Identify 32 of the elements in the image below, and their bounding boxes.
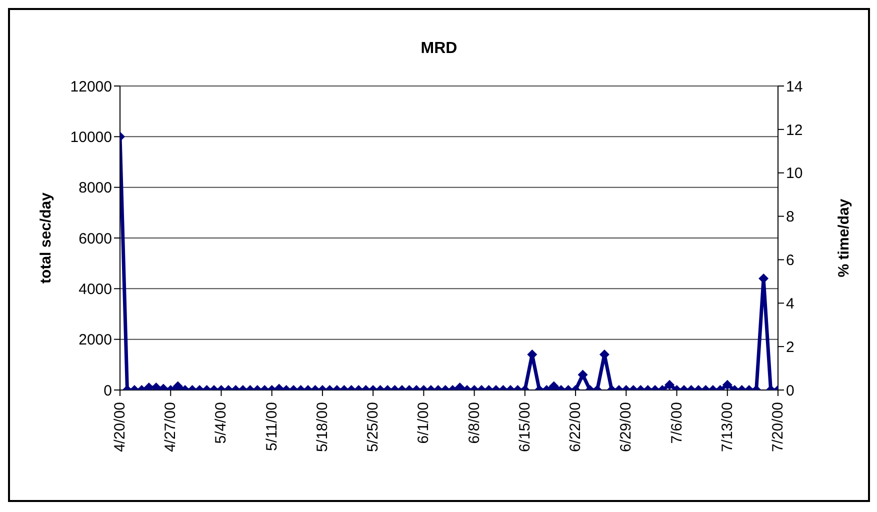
y-tick-label: 0 <box>104 382 112 400</box>
x-tick-label: 6/1/00 <box>415 402 432 444</box>
y-tick-label: 6000 <box>78 230 112 248</box>
x-tick-label: 5/25/00 <box>364 402 382 452</box>
y-axis-title: total sec/day <box>37 192 54 284</box>
y-tick-label: 12000 <box>70 78 112 96</box>
y2-tick-label: 6 <box>786 252 794 270</box>
y2-tick-label: 4 <box>786 295 794 312</box>
y2-tick-label: 10 <box>786 165 803 182</box>
y2-tick-label: 12 <box>786 122 803 139</box>
y2-tick-label: 2 <box>786 338 794 356</box>
x-tick-label: 5/11/00 <box>263 402 280 451</box>
x-tick-label: 5/4/00 <box>212 402 230 444</box>
x-tick-label: 7/20/00 <box>770 402 786 452</box>
x-tick-label: 6/29/00 <box>618 402 635 452</box>
x-tick-label: 5/18/00 <box>314 402 331 452</box>
x-tick-label: 6/22/00 <box>567 402 584 452</box>
y2-axis-title: % time/day <box>835 198 852 278</box>
x-tick-label: 4/27/00 <box>162 402 180 452</box>
chart-title: MRD <box>420 39 458 59</box>
x-tick-label: 7/6/00 <box>668 402 686 444</box>
y-tick-label: 8000 <box>78 180 112 197</box>
x-tick-label: 7/13/00 <box>718 402 736 452</box>
y-tick-label: 10000 <box>70 128 112 146</box>
y2-tick-label: 14 <box>786 78 803 96</box>
y-tick-label: 2000 <box>78 332 112 349</box>
y-tick-label: 4000 <box>78 280 112 298</box>
y2-tick-label: 8 <box>786 208 794 226</box>
x-tick-label: 6/15/00 <box>516 402 534 452</box>
x-tick-label: 6/8/00 <box>466 402 483 444</box>
y2-tick-label: 0 <box>786 382 794 400</box>
x-tick-label: 4/20/00 <box>112 402 128 452</box>
